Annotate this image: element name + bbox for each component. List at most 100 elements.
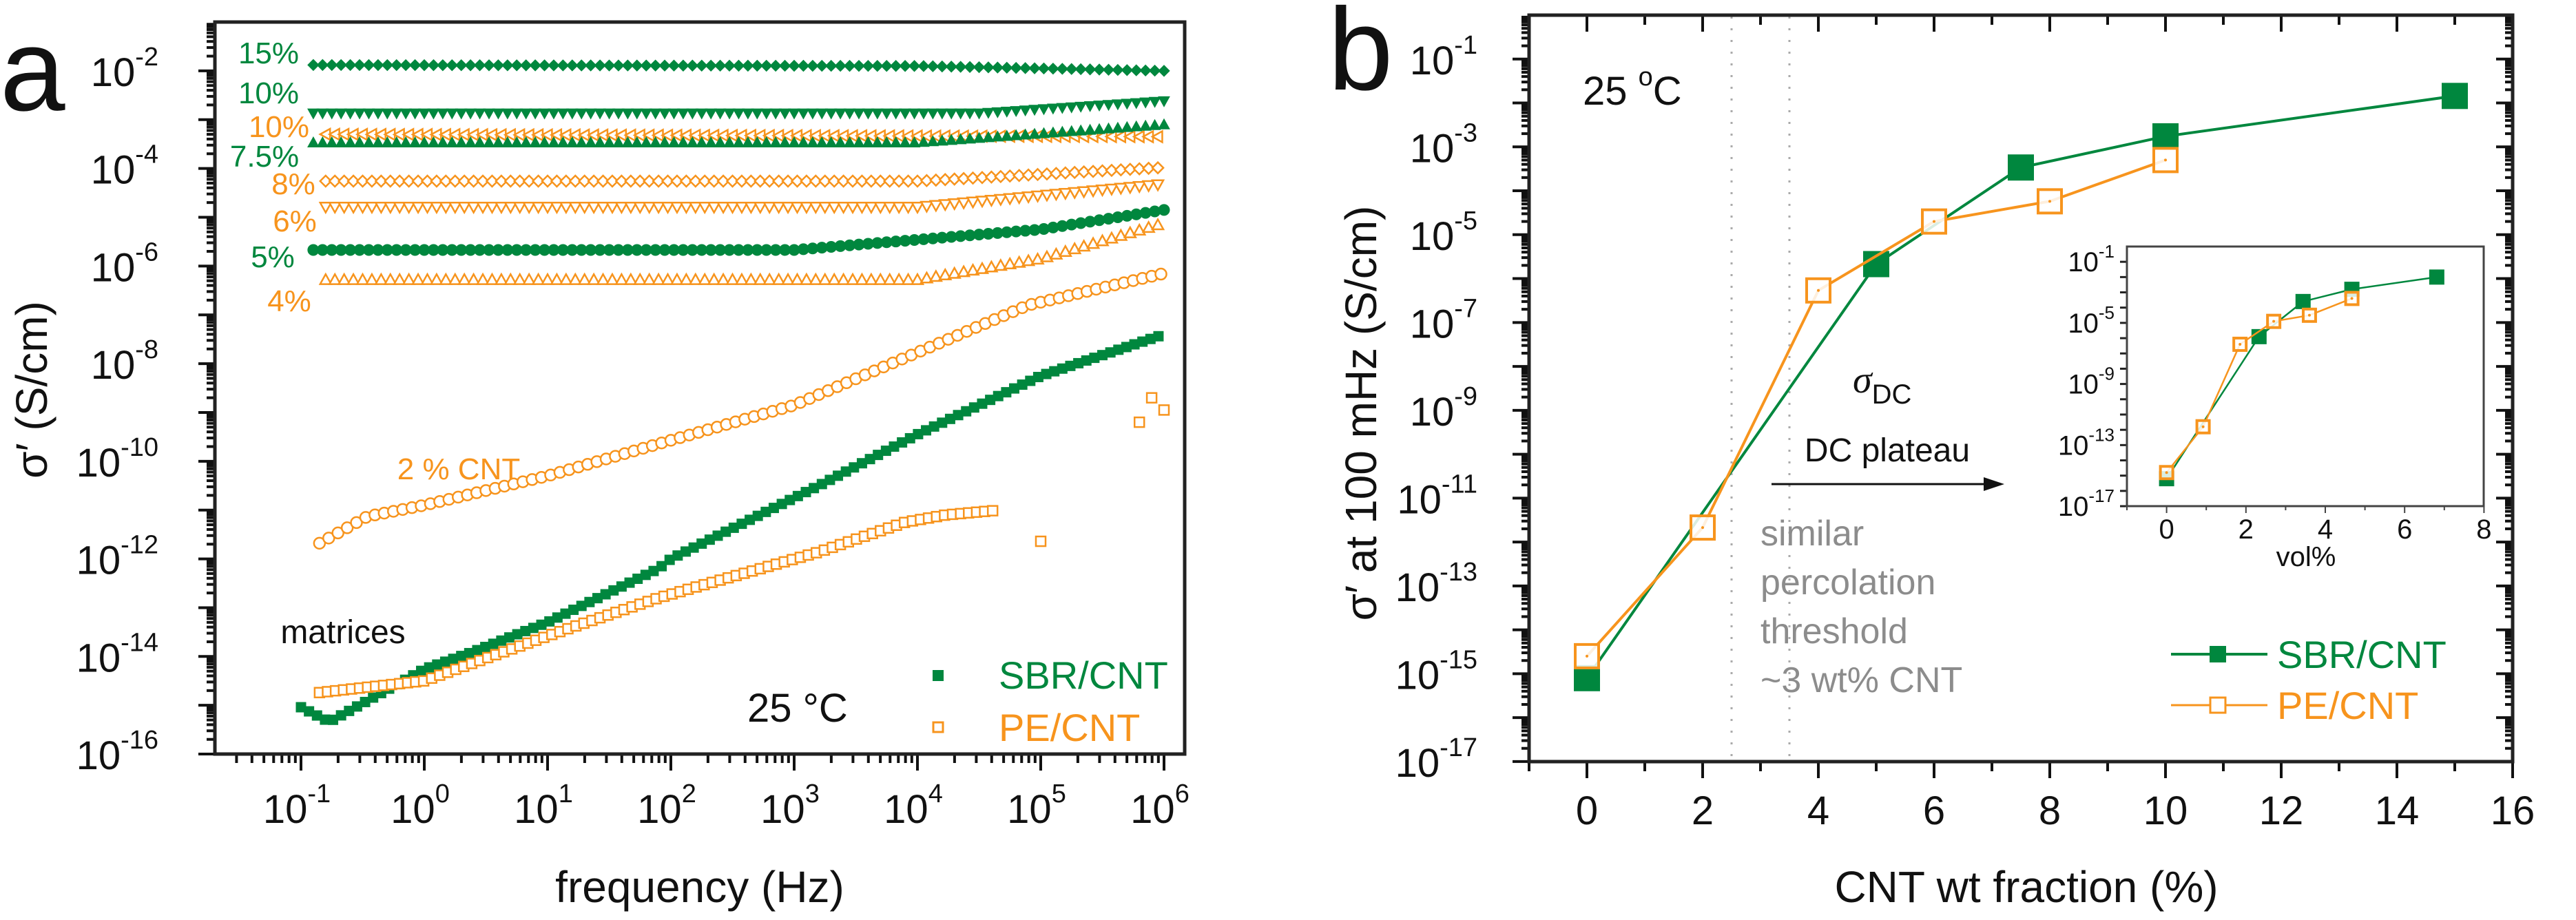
data-point (1095, 184, 1110, 198)
data-point (1112, 63, 1124, 76)
data-point (372, 108, 384, 120)
data-point (476, 174, 490, 188)
data-point (566, 59, 579, 72)
data-point (781, 174, 795, 188)
data-point (1049, 167, 1063, 180)
data-point (945, 134, 958, 145)
data-point (816, 108, 829, 120)
data-point (1130, 120, 1143, 132)
data-point (1083, 101, 1097, 112)
data-point (390, 108, 403, 120)
data-point (1019, 62, 1032, 74)
panel-b-xlabel: CNT wt fraction (%) (1834, 862, 2218, 912)
data-point (512, 272, 527, 285)
data-point (1112, 99, 1124, 111)
data-point (707, 201, 721, 215)
data-point (824, 59, 838, 72)
data-point (402, 201, 416, 215)
data-point (374, 174, 388, 188)
data-point (1151, 160, 1165, 175)
data-point (466, 272, 481, 285)
data-point (973, 132, 986, 143)
tick-base: 10 (1395, 653, 1440, 698)
data-point (512, 174, 527, 188)
data-point (1068, 187, 1082, 200)
x-tick-label: 14 (2375, 788, 2420, 833)
tick-base: 10 (1130, 787, 1175, 832)
y-tick-label: 10-7 (1410, 294, 1477, 346)
threshold-text-line: ~3 wt% CNT (1760, 660, 1962, 700)
data-point (427, 59, 440, 72)
tick-exponent: 3 (805, 780, 820, 808)
data-point (621, 136, 634, 147)
data-point (355, 174, 370, 188)
panel-a-frame (213, 20, 1187, 756)
data-point (322, 532, 335, 545)
data-point (1028, 127, 1041, 139)
dc-plateau-label: DC plateau (1805, 432, 1970, 469)
tick-exponent: -2 (135, 43, 158, 72)
data-point (1121, 121, 1134, 132)
data-point (964, 61, 976, 73)
data-point (399, 108, 412, 120)
data-point (769, 136, 782, 147)
tick-exponent: -12 (121, 531, 158, 560)
data-point (882, 201, 897, 215)
data-point (557, 108, 570, 120)
data-point (538, 136, 551, 147)
data-point (1095, 233, 1110, 247)
tick-base: 10 (514, 787, 559, 832)
data-point (1158, 65, 1170, 77)
data-point (1150, 179, 1165, 192)
y-tick-label: 10-9 (1410, 382, 1477, 435)
tick-exponent: 6 (1175, 780, 1190, 808)
data-point (790, 174, 804, 188)
data-point (485, 201, 499, 215)
data-point (485, 174, 499, 188)
data-point (760, 108, 773, 120)
data-point (910, 201, 925, 215)
data-point (1083, 123, 1097, 135)
data-point (1133, 416, 1145, 428)
data-point (788, 136, 800, 147)
data-point (633, 272, 647, 285)
data-point (411, 201, 426, 215)
data-point (778, 136, 791, 147)
data-point (446, 136, 459, 147)
data-point (957, 171, 970, 186)
y-tick-label: 10-5 (1410, 207, 1477, 259)
data-point (1077, 165, 1091, 179)
data-point (411, 272, 426, 285)
data-point (651, 272, 666, 285)
data-point (855, 272, 869, 285)
data-point (503, 174, 518, 188)
data-point-center (2272, 320, 2276, 323)
data-point (834, 59, 846, 72)
data-point (584, 136, 597, 147)
data-point (667, 108, 681, 120)
data-point (836, 174, 851, 188)
data-point (510, 108, 523, 120)
data-point (548, 136, 560, 147)
data-point (901, 201, 915, 215)
tick-base: 10 (2068, 309, 2099, 339)
data-point (892, 272, 906, 285)
data-point (642, 201, 656, 215)
data-point (384, 174, 397, 188)
data-point (559, 272, 573, 285)
data-point (473, 59, 486, 72)
data-point (669, 272, 685, 285)
data-point (372, 59, 384, 72)
tick-base: 10 (91, 343, 136, 388)
y-tick-label: 10-17 (2058, 485, 2115, 522)
data-point (1012, 192, 1026, 205)
data-point (751, 59, 764, 72)
data-point (519, 136, 532, 147)
data-point (1093, 123, 1105, 134)
data-point (1102, 63, 1115, 76)
x-tick-label: 6 (2397, 514, 2412, 545)
data-point (1114, 163, 1128, 177)
data-point (473, 136, 486, 147)
data-point-center (1817, 289, 1820, 292)
data-point (809, 201, 823, 215)
